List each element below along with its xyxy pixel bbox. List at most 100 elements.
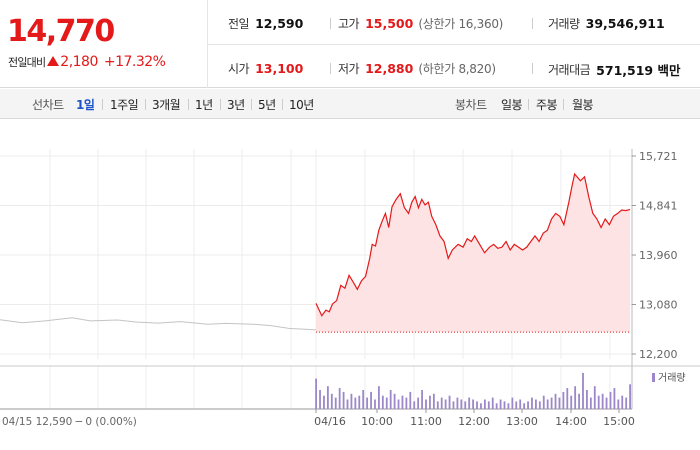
x-tick-label: 15:00 <box>603 415 635 428</box>
volume-bar <box>432 393 435 409</box>
volume-bar <box>397 399 400 409</box>
stat-value: 12,880 <box>365 61 414 76</box>
lower-limit: (하한가 8,820) <box>418 62 496 76</box>
volume-bar <box>574 386 577 409</box>
volume-bar <box>570 395 573 409</box>
stat-label: 고가 <box>338 17 360 31</box>
tab-3year[interactable]: 3년 <box>227 98 245 112</box>
volume-bar <box>487 401 490 409</box>
volume-bar <box>550 397 553 409</box>
stat-value: 571,519 백만 <box>596 63 681 78</box>
volume-bar <box>597 395 600 409</box>
stat-volume: 거래량 39,546,911 <box>548 15 665 32</box>
volume-bar <box>472 399 474 409</box>
divider <box>532 18 533 29</box>
volume-bar <box>527 401 529 409</box>
volume-bar <box>523 403 526 409</box>
volume-bar <box>589 397 592 409</box>
volume-bar <box>409 391 412 409</box>
volume-bar <box>558 397 561 409</box>
y-tick-label: 15,721 <box>639 150 678 163</box>
candle-chart-label: 봉차트 <box>455 98 487 112</box>
y-tick-label: 13,080 <box>639 299 678 312</box>
volume-bar <box>378 386 380 409</box>
volume-bar <box>358 395 361 409</box>
volume-bar <box>456 397 459 409</box>
volume-bar <box>625 397 628 409</box>
volume-legend-label: 거래량 <box>658 372 686 384</box>
y-tick-label: 13,960 <box>639 249 678 262</box>
volume-bar <box>381 395 384 409</box>
tab-10year[interactable]: 10년 <box>289 98 314 112</box>
volume-bar <box>326 386 329 409</box>
volume-bar <box>586 390 588 409</box>
tab-daily-candle[interactable]: 일봉 <box>501 98 523 112</box>
tab-divider <box>102 99 103 110</box>
stat-value: 12,590 <box>255 16 304 31</box>
divider <box>330 18 331 29</box>
volume-bar <box>503 401 506 409</box>
volume-bar <box>593 386 596 409</box>
tab-5year[interactable]: 5년 <box>258 98 276 112</box>
volume-bar <box>342 391 345 409</box>
volume-bar <box>413 401 416 409</box>
volume-bar <box>401 395 404 409</box>
volume-bar <box>617 399 620 409</box>
tab-3month[interactable]: 3개월 <box>152 98 181 112</box>
change-label: 전일대비 <box>8 56 46 69</box>
tab-divider <box>282 99 283 110</box>
volume-bar <box>476 401 478 409</box>
tab-monthly-candle[interactable]: 월봉 <box>572 98 594 112</box>
volume-bar <box>374 399 376 409</box>
volume-bar <box>519 399 522 409</box>
tab-1day[interactable]: 1일 <box>76 98 95 112</box>
row-divider <box>208 44 700 45</box>
stat-label: 거래량 <box>548 17 580 31</box>
x-tick-label: 04/15 12,590 ─ 0 (0.00%) <box>2 416 137 428</box>
volume-bar <box>483 399 486 409</box>
stat-label: 시가 <box>228 62 250 76</box>
volume-bar <box>362 390 365 409</box>
stat-value: 39,546,911 <box>585 16 665 31</box>
x-tick-label: 10:00 <box>361 415 393 428</box>
volume-bar <box>354 397 357 409</box>
change-percent: +17.32% <box>103 54 166 70</box>
volume-bar <box>425 399 427 409</box>
volume-bar <box>452 401 455 409</box>
volume-bar <box>429 395 431 409</box>
volume-bar <box>511 397 514 409</box>
x-tick-label: 13:00 <box>506 415 538 428</box>
volume-bar <box>507 403 510 409</box>
volume-bar <box>444 399 447 409</box>
tab-divider <box>188 99 189 110</box>
volume-bar <box>531 397 533 409</box>
tab-weekly-candle[interactable]: 주봉 <box>536 98 558 112</box>
volume-bar <box>491 397 494 409</box>
change-value: 2,180 <box>60 54 98 70</box>
stat-value: 15,500 <box>365 16 414 31</box>
tab-1week[interactable]: 1주일 <box>110 98 139 112</box>
x-tick-label: 14:00 <box>555 415 587 428</box>
volume-bar <box>405 397 408 409</box>
volume-bar <box>538 401 541 409</box>
volume-bar <box>350 393 353 409</box>
volume-bar <box>562 391 565 409</box>
volume-bar <box>330 393 333 409</box>
volume-bar <box>515 401 518 409</box>
x-tick-label: 12:00 <box>458 415 490 428</box>
divider <box>532 63 533 74</box>
tab-1year[interactable]: 1년 <box>195 98 213 112</box>
prev-day-line <box>0 317 317 331</box>
volume-bar <box>609 391 612 409</box>
divider <box>330 63 331 74</box>
stat-high: 고가 15,500 (상한가 16,360) <box>338 15 503 32</box>
volume-bar <box>499 399 502 409</box>
volume-bar <box>480 403 482 409</box>
tab-divider <box>220 99 221 110</box>
chart-tab-bar: 선차트 1일 1주일 3개월 1년 3년 5년 10년 봉차트 일봉 주봉 월봉 <box>0 89 700 119</box>
volume-bar <box>389 390 392 409</box>
y-tick-label: 14,841 <box>639 199 678 212</box>
volume-bar <box>346 399 349 409</box>
volume-bar <box>460 399 463 409</box>
y-tick-label: 12,200 <box>639 348 678 361</box>
